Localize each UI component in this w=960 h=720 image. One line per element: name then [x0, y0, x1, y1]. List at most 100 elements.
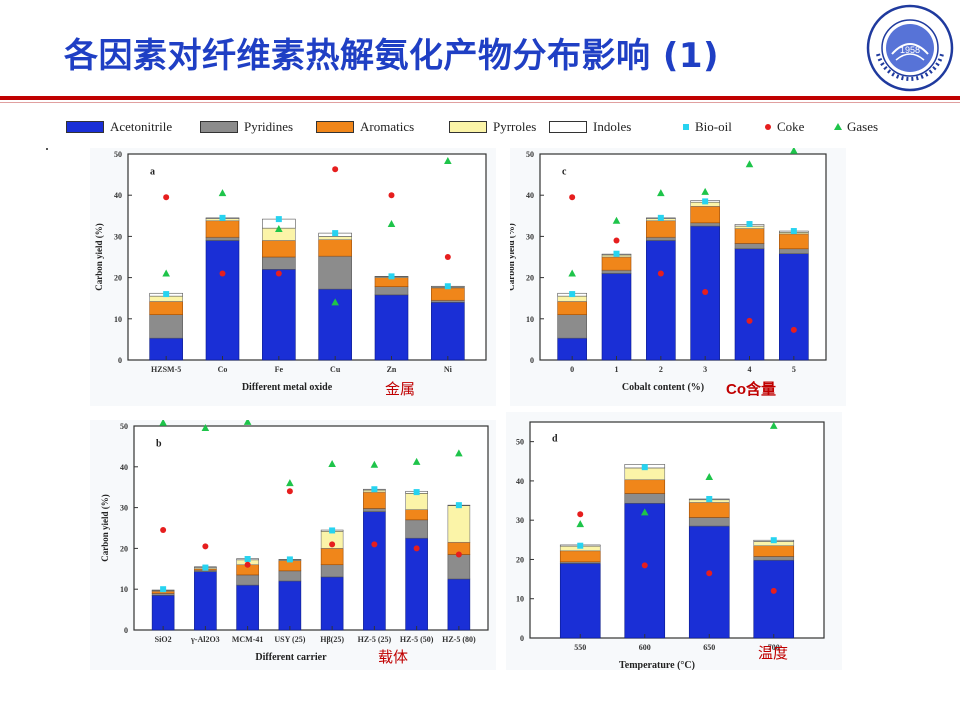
y-tick-label: 50 [526, 150, 534, 159]
marker-bio-oil [613, 250, 620, 257]
marker-bio-oil [286, 556, 293, 563]
legend-swatch-pyridines [200, 121, 238, 133]
bar-segment-aromatics [363, 491, 386, 509]
bar-segment-acetonitrile [262, 269, 296, 361]
bar-segment-acetonitrile [320, 576, 344, 631]
bar-segment-pyridines [624, 493, 666, 504]
marker-coke [444, 254, 451, 260]
marker-bio-oil [569, 291, 576, 298]
marker-coke [770, 587, 777, 594]
marker-bio-oil [702, 198, 709, 205]
marker-gases [705, 472, 714, 480]
marker-bio-oil [657, 214, 664, 221]
marker-gases [370, 460, 379, 468]
stray-dot [46, 148, 48, 150]
marker-bio-oil [641, 464, 648, 471]
x-tick-label: 650 [703, 643, 715, 652]
marker-bio-oil [202, 564, 209, 571]
bar-segment-pyrroles [405, 493, 428, 510]
bar-segment-pyridines [690, 222, 720, 227]
marker-coke [388, 192, 395, 199]
x-tick-label: 1 [615, 365, 619, 374]
x-tick-label: MCM-41 [232, 635, 264, 644]
marker-gases [745, 160, 754, 168]
panel-c: 0 10 20 30 40 50 Carbon yield (%) c 0 1 2 3 4 5 Cobalt… [510, 148, 846, 406]
bar-segment-aromatics [559, 550, 601, 563]
marker-coke [244, 561, 251, 568]
legend-item-pyrroles: Pyrroles [449, 118, 536, 136]
marker-coke [702, 289, 709, 296]
x-tick-label: USY (25) [274, 635, 305, 644]
x-tick-label: Co [218, 365, 228, 374]
marker-coke [657, 270, 664, 277]
bar-segment-acetonitrile [236, 584, 259, 631]
marker-bio-oil [371, 486, 378, 493]
plot-frame [133, 425, 489, 631]
bar-segment-aromatics [405, 509, 428, 521]
marker-coke [577, 511, 584, 518]
bar-segment-aromatics [646, 220, 676, 238]
marker-coke [202, 543, 209, 550]
legend-marker-gases [834, 123, 842, 130]
bar-segment-aromatics [624, 479, 666, 494]
marker-gases [275, 224, 283, 232]
y-tick-label: 40 [526, 191, 534, 200]
legend-item-acetonitrile: Acetonitrile [66, 118, 172, 136]
marker-coke [160, 527, 167, 534]
legend-label: Aromatics [360, 119, 415, 134]
x-tick-label: 0 [570, 365, 574, 374]
marker-coke [275, 270, 282, 277]
slide-title: 各因素对纤维素热解氨化产物分布影响 (1) [64, 36, 720, 76]
university-logo: 1958 [866, 4, 954, 92]
marker-gases [201, 424, 210, 432]
x-tick-label: HZ-5 (25) [358, 635, 392, 644]
legend-label: Acetonitrile [110, 119, 173, 134]
bar-segment-aromatics [690, 206, 720, 224]
y-tick-label: 20 [516, 555, 524, 564]
bar-segment-acetonitrile [431, 302, 465, 361]
marker-coke [163, 194, 170, 201]
marker-bio-oil [444, 283, 451, 290]
legend-item-gases: Gases [831, 118, 878, 136]
chart-b-svg: 0 10 20 30 40 50 Carbon yield (%) b SiO2 γ-Al2O3 M… [90, 420, 496, 670]
marker-bio-oil [706, 495, 713, 502]
marker-coke [613, 237, 620, 244]
bar-segment-aromatics [431, 287, 465, 301]
marker-gases [612, 216, 621, 224]
legend-label: Indoles [593, 119, 632, 134]
title-rule [0, 96, 960, 100]
bar-segment-acetonitrile [194, 571, 217, 631]
marker-coke [332, 166, 339, 173]
bar-segment-pyridines [646, 236, 676, 241]
chart-legend: Acetonitrile Pyridines Aromatics Pyrroles In… [66, 118, 886, 136]
marker-bio-oil [163, 291, 170, 298]
y-tick-label: 10 [114, 315, 122, 324]
marker-bio-oil [577, 542, 584, 549]
marker-gases [412, 457, 421, 465]
x-tick-label: Hβ(25) [320, 635, 344, 644]
x-tick-label: Zn [387, 365, 397, 374]
bar-segment-aromatics [149, 301, 183, 315]
bar-segment-pyridines [405, 519, 428, 539]
bar-segment-acetonitrile [688, 525, 730, 639]
legend-marker-bio-oil [683, 124, 689, 130]
bar-segment-acetonitrile [405, 537, 428, 631]
bar-segment-aromatics [262, 240, 296, 258]
x-tick-label: 550 [574, 643, 586, 652]
bar-segment-pyridines [151, 592, 175, 596]
marker-coke [746, 317, 753, 324]
y-tick-label: 40 [120, 463, 128, 472]
marker-bio-oil [244, 556, 251, 563]
marker-gases [328, 459, 336, 467]
bar-segment-acetonitrile [374, 294, 409, 361]
x-tick-label: 4 [748, 365, 752, 374]
marker-gases [568, 269, 576, 277]
bar-segment-acetonitrile [447, 578, 471, 631]
panel-b: 0 10 20 30 40 50 Carbon yield (%) b SiO2 γ-Al2O3 M… [90, 420, 496, 670]
marker-gases [769, 421, 778, 429]
legend-label: Coke [777, 119, 805, 134]
legend-item-aromatics: Aromatics [316, 118, 414, 136]
marker-coke [569, 194, 576, 201]
x-tick-label: 600 [639, 643, 651, 652]
